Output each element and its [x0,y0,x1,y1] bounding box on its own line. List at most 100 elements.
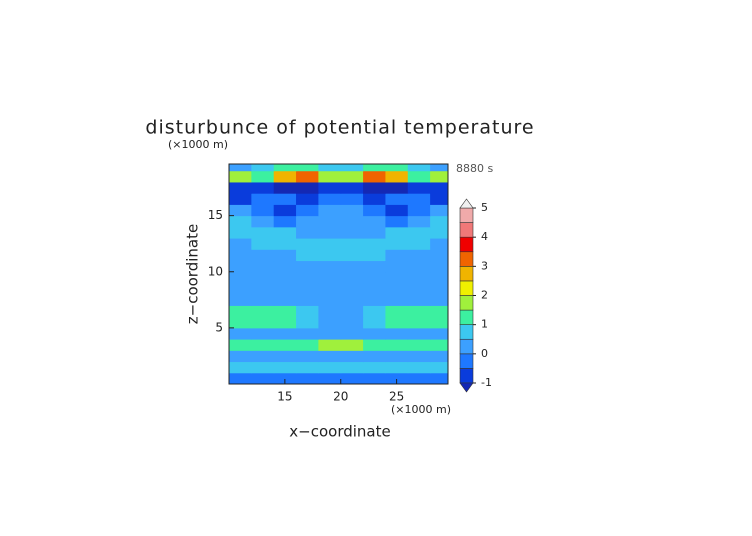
field-cell [229,294,252,306]
x-tick-label: 25 [389,390,404,404]
field-cell [273,215,297,228]
field-cell [318,260,342,273]
field-cell [273,316,297,329]
field-cell [318,350,342,363]
field-cell [273,170,297,183]
field-cell [229,238,252,250]
field-cell [407,372,431,384]
colorbar-box [459,251,474,267]
field-cell [251,271,275,284]
colorbar-tick-label: 0 [481,347,488,360]
field-cell [363,193,386,205]
field-cell [385,204,409,217]
field-cell [273,271,297,284]
field-cell [251,238,275,250]
field-cell [273,327,297,340]
field-cell [251,181,275,194]
field-cell [296,372,319,384]
field-cell [296,361,319,374]
field-cell [363,327,386,340]
field-cell [385,170,409,183]
field-cell [385,260,409,273]
colorbar-box [459,309,474,325]
time-label: 8880 s [456,162,493,175]
colorbar-box [459,222,474,238]
field-cell [251,249,275,262]
colorbar-tick-label: 2 [481,289,488,302]
field-cell [251,294,275,306]
field-cell [229,350,252,363]
field-cell [251,226,275,239]
field-cell [273,372,297,384]
field-cell [407,327,431,340]
field-cell [296,350,319,363]
field-cell [229,271,252,284]
field-cell [229,181,252,194]
field-cell [407,339,431,351]
colorbar-tick-label: 5 [481,201,488,214]
field-cell [229,226,252,239]
field-cell [251,193,275,205]
field-cell [251,260,275,273]
field-cell [385,339,409,351]
field-cell [385,350,409,363]
field-cell [385,193,409,205]
field-cell [363,294,386,306]
field-cell [430,316,448,329]
field-cell [251,170,275,183]
field-cell [251,327,275,340]
field-cell [229,164,252,172]
field-cell [273,361,297,374]
field-cell [296,316,319,329]
field-cell [407,260,431,273]
field-cell [385,226,409,239]
field-cell [407,249,431,262]
field-cell [340,215,364,228]
field-cell [385,181,409,194]
field-cell [340,316,364,329]
field-cell [340,282,364,295]
field-cell [363,170,386,183]
field-cell [385,238,409,250]
field-cell [340,271,364,284]
y-tick-label: 15 [208,208,223,222]
field-cell [296,226,319,239]
field-cell [273,294,297,306]
field-cell [273,339,297,351]
field-cell [318,181,342,194]
field-cell [296,170,319,183]
field-cell [385,372,409,384]
field-cell [407,181,431,194]
field-cell [407,361,431,374]
field-cell [430,226,448,239]
y-unit: (×1000 m) [168,138,228,151]
field-cell [407,193,431,205]
field-cell [340,361,364,374]
field-cell [273,260,297,273]
chart-title: disturbunce of potential temperature [145,117,534,139]
field-cell [229,204,252,217]
field-cell [296,305,319,318]
field-cell [296,282,319,295]
field-cell [251,316,275,329]
field-cell [318,294,342,306]
field-cell [407,215,431,228]
field-cell [318,249,342,262]
field-cell [229,327,252,340]
field-cell [318,372,342,384]
field-cell [340,193,364,205]
y-tick-label: 10 [208,264,223,278]
colorbar-tick-label: 3 [481,259,488,272]
field-cell [407,294,431,306]
field-cell [273,164,297,172]
field-cell [318,271,342,284]
field-cell [430,204,448,217]
field-cell [296,164,319,172]
field-cell [273,249,297,262]
field-cell [251,204,275,217]
field-cell [318,226,342,239]
field-cell [229,316,252,329]
field-cell [363,305,386,318]
